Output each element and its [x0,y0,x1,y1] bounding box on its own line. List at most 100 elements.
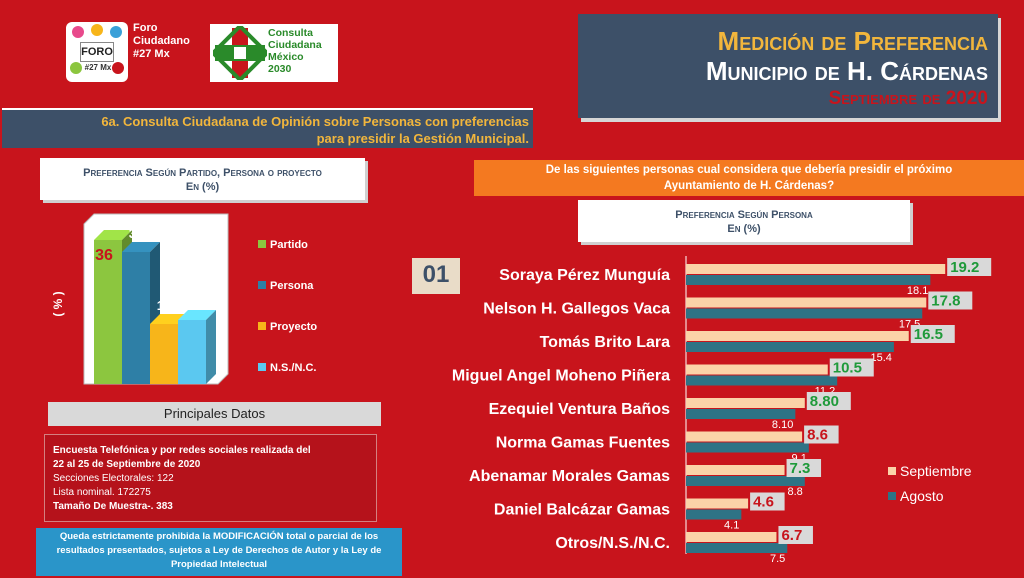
septiembre-value-label: 8.6 [807,427,828,444]
subtitle-text: 6a. Consulta Ciudadana de Opinión sobre … [9,113,529,147]
consulta-ciudadana-logo: Consulta Ciudadana México 2030 [210,24,338,82]
survey-info-line: 22 al 25 de Septiembre de 2020 [53,459,201,470]
category-label: Abenamar Morales Gamas [469,468,670,485]
category-label: Otros/N.S./N.C. [555,535,670,552]
logo-dot [112,62,124,74]
bar-front [94,240,122,384]
title-date: Septiembre de 2020 [828,88,988,109]
agosto-bar [686,409,796,419]
septiembre-bar [686,532,777,542]
bar-value-label: 16 [185,294,199,309]
agosto-bar [686,476,805,486]
bar-value-label: 36 [95,247,113,264]
septiembre-bar [686,398,805,408]
septiembre-label-bg [804,425,839,444]
subtitle-line: para presidir la Gestión Municipal. [316,131,529,146]
legend-swatch [258,322,266,330]
question-text: De las siguientes personas cual consider… [474,162,1024,194]
survey-info-box: Encuesta Telefónica y por redes sociales… [44,434,377,522]
foro-logo-number: #27 Mx [84,63,112,72]
foro-caption-line: Foro [133,22,158,34]
left-chart-title-line: Preferencia Según Partido, Persona o pro… [83,167,322,179]
septiembre-bar [686,364,828,375]
consulta-caption-line: Ciudadana [268,39,322,51]
consulta-caption: Consulta Ciudadana México 2030 [268,27,322,75]
septiembre-label-bg [786,459,822,477]
foro-caption-line: #27 Mx [133,48,170,60]
category-label: Norma Gamas Fuentes [496,435,670,452]
question-line: Ayuntamiento de H. Cárdenas? [663,180,835,192]
bar-front [178,320,206,384]
survey-info-line: Encuesta Telefónica y por redes sociales… [53,445,311,456]
agosto-value-label: 15.4 [870,352,891,364]
slide-number-badge: 01 [412,258,460,294]
septiembre-label-bg [928,291,973,310]
category-label: Daniel Balcázar Gamas [494,502,670,519]
copyright-line: Propiedad Intelectual [170,559,268,570]
bar-front [122,252,150,384]
legend-label: Septiembre [900,463,972,479]
septiembre-value-label: 10.5 [833,360,862,377]
bar-top [94,230,132,240]
bar-side [206,310,216,384]
septiembre-label-bg [829,358,874,377]
agosto-bar [686,342,894,352]
legend-swatch [258,363,266,371]
right-chart-title-box: Preferencia Según Persona En (%) [578,200,910,242]
legend-label: Agosto [900,488,944,504]
legend-label: Partido [270,239,308,251]
septiembre-value-label: 6.7 [781,527,802,544]
agosto-bar [686,275,931,285]
agosto-value-label: 8.10 [772,419,793,431]
copyright-notice: Queda estrictamente prohibida la MODIFIC… [36,528,402,576]
agosto-bar [686,509,742,520]
consulta-emblem-icon [213,26,267,80]
title-line-1: Medición de Preferencia [717,26,988,56]
septiembre-label-bg [910,325,955,343]
left-chart-title-line: En (%) [185,181,220,193]
left-chart-title: Preferencia Según Partido, Persona o pro… [40,166,365,194]
agosto-value-label: 8.8 [788,486,803,498]
question-band: De las siguientes personas cual consider… [474,160,1024,196]
copyright-text: Queda estrictamente prohibida la MODIFIC… [36,530,402,572]
right-chart-title-line: Preferencia Según Persona [675,209,813,221]
left-chart-title-box: Preferencia Según Partido, Persona o pro… [40,158,365,200]
y-axis-label: ( % ) [51,291,65,316]
title-line-2: Municipio de H. Cárdenas [705,56,988,86]
bar-top [178,310,216,320]
logo-dot [72,26,84,38]
copyright-line: resultados presentados, sujetos a Ley de… [56,545,382,556]
category-label: Soraya Pérez Munguía [499,267,670,284]
bar-value-label: 33 [129,226,143,241]
agosto-value-label: 18.1 [907,285,928,297]
septiembre-value-label: 7.3 [790,460,811,477]
septiembre-bar [686,264,946,274]
copyright-line: Queda estrictamente prohibida la MODIFIC… [59,531,379,542]
category-label: Ezequiel Ventura Baños [489,401,670,418]
subtitle-band: 6a. Consulta Ciudadana de Opinión sobre … [2,108,533,148]
title-box: Medición de Preferencia Municipio de H. … [578,14,998,118]
survey-info-line: Tamaño De Muestra-. 383 [53,501,173,512]
septiembre-bar [686,297,927,308]
foro-ciudadano-logo: FORO #27 Mx [66,22,128,82]
category-label: Nelson H. Gallegos Vaca [483,301,670,318]
party-preference-chart: ( % ) 36 33 15 16 Partido Persona Proyecto N.S./… [51,213,317,385]
legend-label: Persona [270,280,314,292]
survey-info-line: Lista nominal. 172275 [53,487,151,498]
septiembre-bar [686,331,909,341]
consulta-caption-line: Consulta [268,27,313,39]
agosto-bar [686,543,788,553]
logo-dot [110,26,122,38]
bar-value-label: 15 [157,298,171,313]
question-line: De las siguientes personas cual consider… [545,164,953,176]
agosto-value-label: 4.1 [724,520,739,532]
consulta-caption-line: 2030 [268,63,292,75]
septiembre-value-label: 17.8 [931,293,960,310]
agosto-bar [686,442,809,453]
slide-number: 01 [422,261,450,288]
agosto-value-label: 7.5 [770,553,785,565]
septiembre-label-bg [750,492,785,511]
survey-info-line: Secciones Electorales: 122 [53,473,174,484]
category-label: Miguel Angel Moheno Piñera [452,368,670,385]
person-preference-chart: Soraya Pérez Munguía 19.2 18.1 Nelson H. Ga… [452,256,992,565]
